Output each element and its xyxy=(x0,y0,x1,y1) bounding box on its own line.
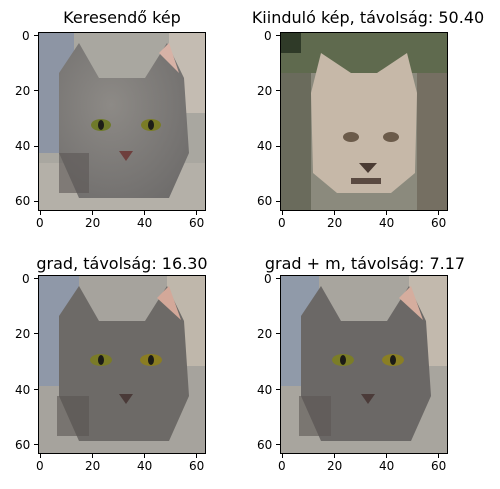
y-tick-label: 60 xyxy=(257,438,273,452)
x-tick-label: 0 xyxy=(36,216,44,230)
y-tick-mark xyxy=(34,90,38,91)
x-tick-mark xyxy=(386,211,387,215)
y-tick-label: 0 xyxy=(264,272,272,286)
x-tick-label: 40 xyxy=(379,216,395,230)
y-tick-label: 20 xyxy=(15,84,31,98)
x-tick-mark xyxy=(386,454,387,458)
y-tick-label: 20 xyxy=(257,84,273,98)
x-tick-label: 0 xyxy=(278,216,286,230)
x-tick-mark xyxy=(144,211,145,215)
y-tick-mark xyxy=(34,146,38,147)
y-tick-label: 60 xyxy=(257,194,273,208)
x-tick-mark xyxy=(282,211,283,215)
x-tick-label: 20 xyxy=(85,216,101,230)
y-tick-mark xyxy=(34,278,38,279)
cat-image xyxy=(280,275,448,454)
y-tick-mark xyxy=(34,444,38,445)
y-tick-label: 20 xyxy=(257,327,273,341)
x-tick-label: 60 xyxy=(189,216,205,230)
x-tick-mark xyxy=(196,211,197,215)
x-tick-label: 20 xyxy=(85,459,101,473)
y-tick-label: 40 xyxy=(15,139,31,153)
x-tick-mark xyxy=(144,454,145,458)
x-tick-label: 60 xyxy=(189,459,205,473)
x-tick-mark xyxy=(334,211,335,215)
y-tick-mark xyxy=(276,146,280,147)
y-tick-mark xyxy=(276,333,280,334)
x-tick-mark xyxy=(334,454,335,458)
x-tick-label: 40 xyxy=(379,459,395,473)
y-tick-label: 60 xyxy=(15,438,31,452)
x-tick-mark xyxy=(92,211,93,215)
x-tick-mark xyxy=(40,211,41,215)
cat-image xyxy=(38,275,206,454)
y-tick-mark xyxy=(276,201,280,202)
x-tick-mark xyxy=(282,454,283,458)
y-tick-mark xyxy=(276,389,280,390)
x-tick-label: 20 xyxy=(327,216,343,230)
x-tick-mark xyxy=(40,454,41,458)
panel-title: Keresendő kép xyxy=(63,8,181,27)
y-tick-label: 60 xyxy=(15,194,31,208)
x-tick-mark xyxy=(92,454,93,458)
y-tick-label: 0 xyxy=(22,29,30,43)
y-tick-mark xyxy=(34,35,38,36)
x-tick-label: 0 xyxy=(36,459,44,473)
x-tick-label: 60 xyxy=(431,216,447,230)
x-tick-label: 40 xyxy=(137,459,153,473)
x-tick-label: 40 xyxy=(137,216,153,230)
x-tick-mark xyxy=(438,454,439,458)
y-tick-mark xyxy=(34,201,38,202)
y-tick-label: 0 xyxy=(22,272,30,286)
x-tick-mark xyxy=(196,454,197,458)
x-tick-label: 20 xyxy=(327,459,343,473)
y-tick-mark xyxy=(34,389,38,390)
y-tick-label: 40 xyxy=(257,139,273,153)
panel-title: grad + m, távolság: 7.17 xyxy=(264,254,466,273)
y-tick-mark xyxy=(276,444,280,445)
y-tick-label: 40 xyxy=(257,383,273,397)
y-tick-label: 0 xyxy=(264,29,272,43)
panel-title: grad, távolság: 16.30 xyxy=(36,254,208,273)
y-tick-label: 20 xyxy=(15,327,31,341)
y-tick-mark xyxy=(34,333,38,334)
x-tick-mark xyxy=(438,211,439,215)
cat-image xyxy=(38,32,206,211)
x-tick-label: 60 xyxy=(431,459,447,473)
y-tick-label: 40 xyxy=(15,383,31,397)
x-tick-label: 0 xyxy=(278,459,286,473)
y-tick-mark xyxy=(276,90,280,91)
cat-image xyxy=(280,32,448,211)
panel-title: Kiinduló kép, távolság: 50.40 xyxy=(251,8,485,27)
y-tick-mark xyxy=(276,35,280,36)
y-tick-mark xyxy=(276,278,280,279)
